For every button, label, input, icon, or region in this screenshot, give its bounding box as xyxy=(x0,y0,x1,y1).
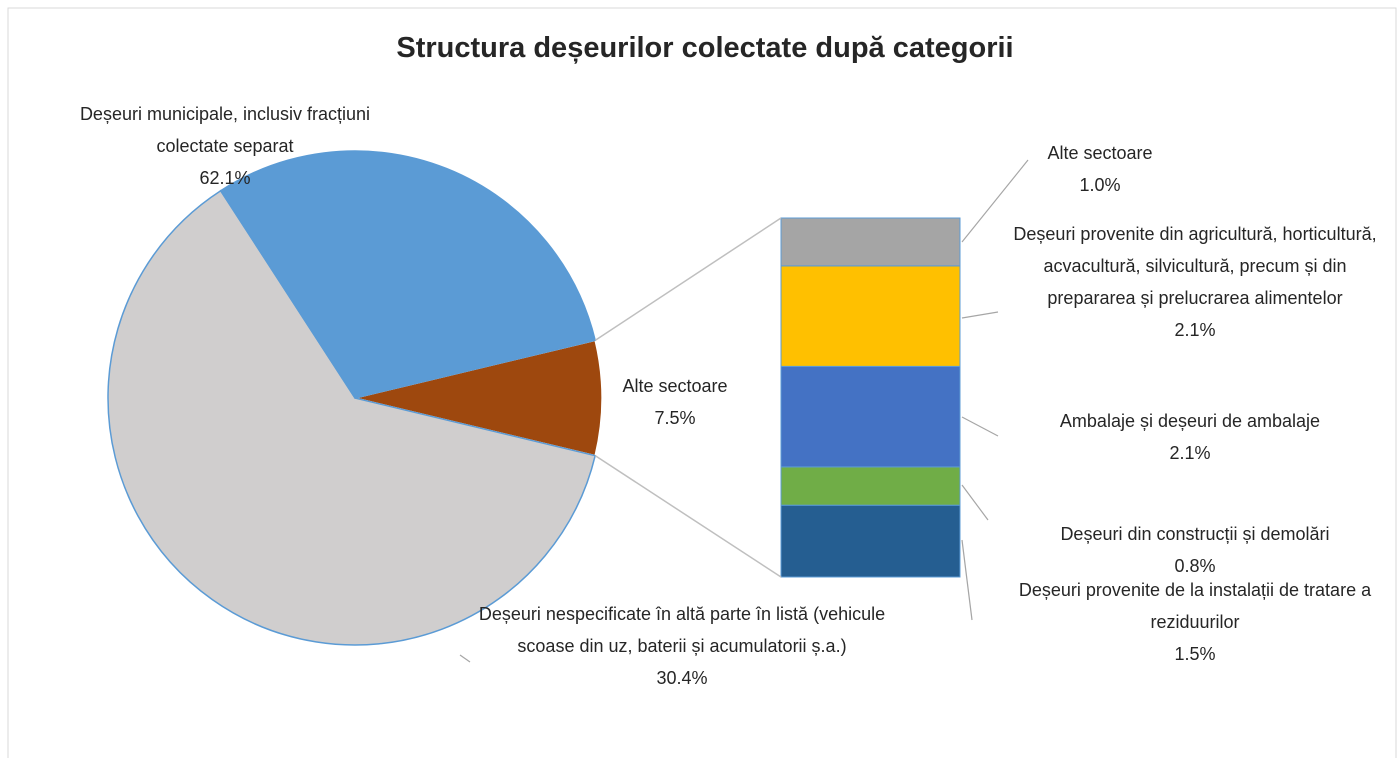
bar-segment xyxy=(780,466,961,506)
data-label: Deșeuri provenite de la instalații de tr… xyxy=(1005,574,1385,670)
bar-segment xyxy=(780,504,961,578)
leader-lines xyxy=(459,159,1029,663)
data-label: Alte sectoare 7.5% xyxy=(595,370,755,434)
label-value: 62.1% xyxy=(199,168,251,188)
connector xyxy=(594,455,782,578)
label-name: Alte sectoare xyxy=(622,376,728,396)
connector xyxy=(594,217,782,341)
chart-title: Structura deșeurilor colectate după cate… xyxy=(396,32,1014,64)
leader-line xyxy=(961,159,1029,243)
data-label: Deșeuri din construcții și demolări 0.8% xyxy=(995,518,1395,582)
label-name: Deșeuri nespecificate în altă parte în l… xyxy=(478,604,886,656)
leader-line xyxy=(961,539,973,621)
label-value: 30.4% xyxy=(656,668,708,688)
leader-line xyxy=(961,416,999,437)
pie-slice xyxy=(354,339,603,457)
label-name: Deșeuri din construcții și demolări xyxy=(1060,524,1330,544)
label-value: 1.5% xyxy=(1174,644,1216,664)
pie-slice xyxy=(219,150,597,399)
bar-segment xyxy=(780,217,961,267)
pie-slice xyxy=(107,189,597,646)
label-name: Deșeuri provenite de la instalații de tr… xyxy=(1018,580,1372,632)
bar-segment xyxy=(780,265,961,367)
bar-segment xyxy=(780,365,961,468)
leader-line xyxy=(961,484,989,521)
label-value: 2.1% xyxy=(1169,443,1211,463)
label-name: Ambalaje și deșeuri de ambalaje xyxy=(1059,411,1321,431)
data-label: Alte sectoare 1.0% xyxy=(1000,137,1200,201)
label-value: 1.0% xyxy=(1079,175,1121,195)
leader-line xyxy=(459,654,471,663)
leader-line xyxy=(961,311,999,319)
data-label: Deșeuri municipale, inclusiv fracțiuni c… xyxy=(60,98,390,194)
label-value: 2.1% xyxy=(1174,320,1216,340)
data-label: Deșeuri provenite din agricultură, horti… xyxy=(1010,218,1380,346)
label-name: Alte sectoare xyxy=(1047,143,1153,163)
chart-border xyxy=(7,7,1397,758)
label-value: 0.8% xyxy=(1174,556,1216,576)
data-label: Deșeuri nespecificate în altă parte în l… xyxy=(457,598,907,694)
label-name: Deșeuri municipale, inclusiv fracțiuni c… xyxy=(79,104,371,156)
label-value: 7.5% xyxy=(654,408,696,428)
data-label: Ambalaje și deșeuri de ambalaje 2.1% xyxy=(1000,405,1380,469)
label-name: Deșeuri provenite din agricultură, horti… xyxy=(1013,224,1377,308)
